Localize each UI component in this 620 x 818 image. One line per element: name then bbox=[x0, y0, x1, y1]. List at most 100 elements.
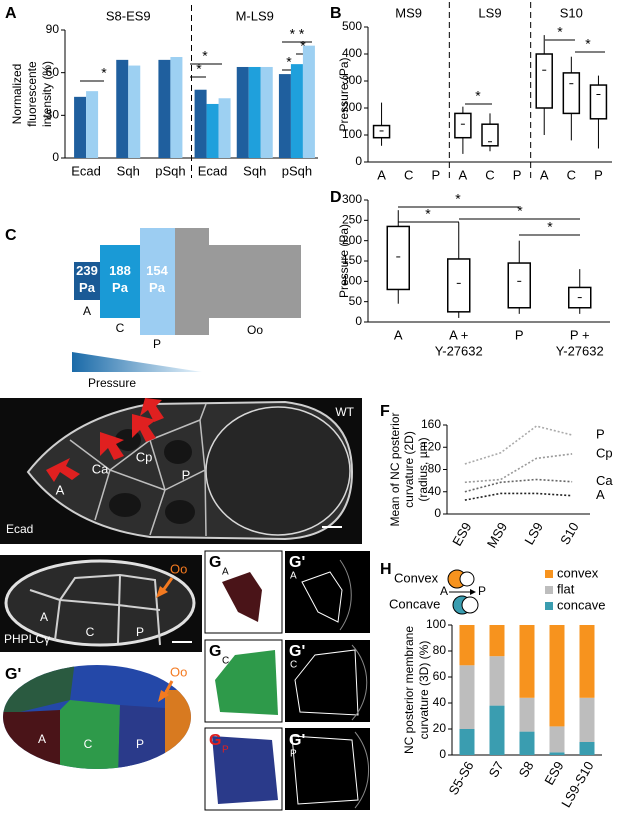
panel-label: C bbox=[5, 227, 17, 244]
subpanel-sub: P bbox=[290, 749, 297, 760]
fit-arc bbox=[339, 559, 352, 631]
y-tick-label: 40 bbox=[428, 484, 442, 498]
cell-boundaries bbox=[29, 573, 161, 646]
legend-label: convex bbox=[557, 565, 599, 580]
pressure-value: 188 bbox=[109, 263, 131, 278]
cell-label: C bbox=[116, 321, 125, 335]
group-label: S10 bbox=[560, 5, 583, 20]
pressure-value: 154 bbox=[146, 263, 168, 278]
arrowhead bbox=[158, 690, 169, 702]
subpanel-sub: A bbox=[222, 567, 229, 578]
region bbox=[3, 710, 60, 769]
bar bbox=[260, 66, 273, 158]
subpanel-sub: C bbox=[290, 660, 297, 671]
block bbox=[74, 262, 100, 300]
x-tick-label: S5-S6 bbox=[446, 759, 477, 798]
concave-icon bbox=[461, 596, 479, 614]
arrow bbox=[100, 432, 124, 460]
block bbox=[140, 228, 175, 335]
legend-swatch bbox=[545, 602, 553, 610]
bar bbox=[170, 57, 183, 159]
panel-label: B bbox=[330, 5, 342, 22]
x-tick-label: Y-27632 bbox=[435, 343, 483, 358]
cell-shape bbox=[212, 736, 278, 804]
cell-outline bbox=[301, 571, 343, 623]
cell-label: A bbox=[40, 610, 48, 624]
schematic-label: P bbox=[478, 584, 486, 598]
bar bbox=[206, 103, 219, 158]
legend-swatch bbox=[545, 586, 553, 594]
box bbox=[454, 112, 472, 139]
x-tick-label: Ecad bbox=[71, 163, 101, 178]
significance: * bbox=[455, 191, 461, 207]
genotype-label: WT bbox=[335, 405, 354, 419]
nucleus bbox=[164, 440, 192, 464]
x-tick-label: C bbox=[404, 167, 413, 182]
box bbox=[562, 72, 581, 115]
x-tick-label: P bbox=[431, 167, 440, 182]
y-tick-label: 0 bbox=[355, 154, 362, 168]
significance: * bbox=[202, 48, 208, 64]
box bbox=[535, 53, 553, 109]
bar bbox=[302, 45, 315, 159]
legend-swatch bbox=[545, 570, 553, 578]
cell-outline bbox=[294, 649, 359, 716]
subpanel-label: G bbox=[209, 643, 221, 660]
y-tick-label: 0 bbox=[355, 314, 362, 328]
y-tick-label: 20 bbox=[433, 721, 447, 735]
cell-shape bbox=[215, 650, 278, 715]
x-tick-label: C bbox=[485, 167, 494, 182]
y-tick-label: 160 bbox=[421, 417, 441, 431]
schematic-label: Concave bbox=[389, 596, 440, 611]
subpanel-label: G' bbox=[289, 554, 305, 571]
y-tick-label: 80 bbox=[428, 462, 442, 476]
oocyte-label: Oo bbox=[170, 664, 187, 679]
y-tick-label: 0 bbox=[52, 150, 59, 164]
cell-label: Ca bbox=[92, 461, 109, 476]
cell-label: Cp bbox=[136, 449, 153, 464]
panel-label: F bbox=[380, 403, 390, 420]
block bbox=[175, 228, 209, 335]
y-tick-label: 400 bbox=[342, 46, 362, 60]
y-tick-label: 100 bbox=[342, 274, 362, 288]
segmentation: G' A C P Oo bbox=[3, 664, 191, 769]
fit-arc bbox=[351, 644, 368, 721]
bar-segment bbox=[519, 697, 535, 732]
y-axis-label: Pressure (Pa) bbox=[337, 224, 351, 298]
group-label: MS9 bbox=[395, 5, 422, 20]
gradient-label: Pressure bbox=[88, 376, 136, 390]
arrow bbox=[132, 414, 156, 442]
y-tick-label: 150 bbox=[342, 253, 362, 267]
bar-segment bbox=[519, 731, 535, 755]
x-tick-label: Y-27632 bbox=[556, 343, 604, 358]
significance: * bbox=[196, 61, 202, 77]
x-tick-label: A bbox=[459, 167, 468, 182]
x-tick-label: A bbox=[540, 167, 549, 182]
y-axis-label: Pressure (Pa) bbox=[337, 57, 351, 131]
y-axis-label: NC posterior membrane bbox=[402, 626, 416, 754]
micrograph-e: A Ca Cp P WT Ecad bbox=[0, 398, 362, 544]
y-tick-label: 50 bbox=[349, 294, 363, 308]
x-tick-label: A bbox=[394, 327, 403, 342]
subpanel-frame bbox=[285, 728, 370, 810]
x-tick-label: C bbox=[567, 167, 576, 182]
arrow bbox=[140, 398, 164, 422]
oocyte-label: Oo bbox=[247, 323, 263, 337]
y-tick-label: 100 bbox=[426, 617, 446, 631]
bar bbox=[194, 89, 207, 158]
nucleus bbox=[109, 493, 141, 517]
pressure-gradient bbox=[72, 352, 202, 372]
y-tick-label: 250 bbox=[342, 213, 362, 227]
region bbox=[165, 690, 191, 769]
cell-label: C bbox=[86, 625, 95, 639]
bar-segment bbox=[489, 656, 505, 706]
y-tick-label: 120 bbox=[421, 439, 441, 453]
x-tick-label: ES9 bbox=[541, 759, 566, 788]
x-tick-label: S7 bbox=[486, 759, 507, 780]
stain-label: PHPLCγ bbox=[4, 632, 50, 646]
arrow bbox=[46, 458, 80, 482]
bar bbox=[290, 64, 303, 158]
cell-label: A bbox=[83, 304, 91, 318]
subpanels: G A G' A G C G' C G P G' P bbox=[204, 550, 370, 811]
